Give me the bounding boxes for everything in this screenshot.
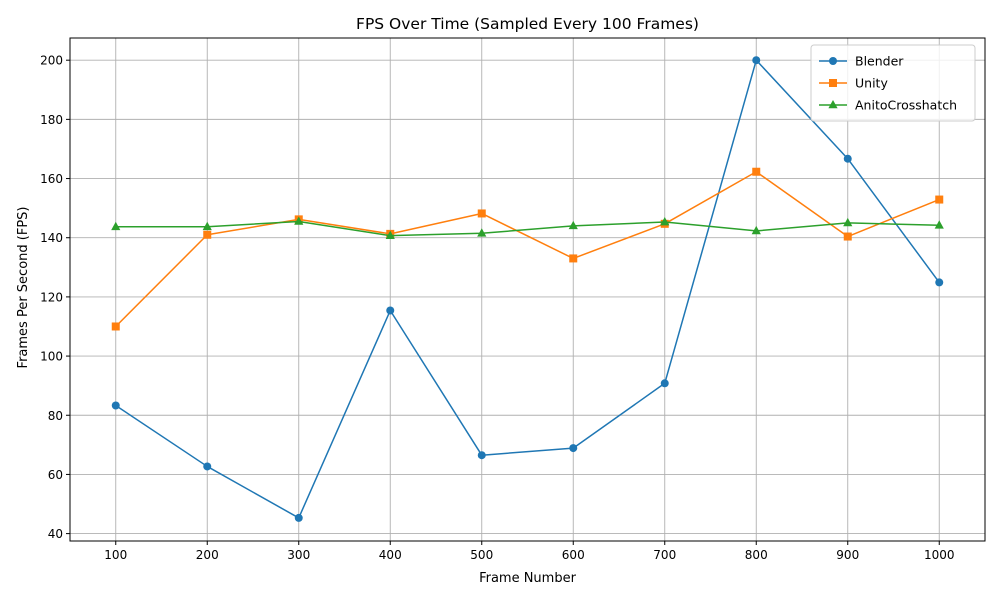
x-tick-label: 300 xyxy=(287,548,310,562)
y-tick-label: 140 xyxy=(40,231,63,245)
series-anitocrosshatch xyxy=(111,216,944,239)
x-tick-label: 200 xyxy=(196,548,219,562)
data-point-unity xyxy=(935,195,944,204)
data-point-anitocrosshatch xyxy=(477,228,487,237)
data-point-blender xyxy=(386,306,395,315)
y-tick-label: 180 xyxy=(40,113,63,127)
data-point-blender xyxy=(843,154,852,163)
legend: Blender Unity AnitoCrosshatch xyxy=(810,44,976,122)
y-tick-label: 80 xyxy=(48,409,63,423)
data-point-unity xyxy=(843,232,852,241)
data-point-anitocrosshatch xyxy=(111,221,121,231)
plot-frame xyxy=(69,37,986,542)
data-point-blender xyxy=(569,444,578,453)
data-point-anitocrosshatch xyxy=(385,230,395,239)
data-point-unity xyxy=(752,167,761,176)
series-line-anitocrosshatch xyxy=(115,220,940,237)
series-line-blender xyxy=(115,59,940,519)
y-tick-label: 40 xyxy=(48,527,63,541)
data-point-blender xyxy=(935,278,944,287)
y-tick-label: 160 xyxy=(40,172,63,186)
x-tick-label: 800 xyxy=(745,548,768,562)
data-point-anitocrosshatch xyxy=(934,220,944,229)
x-tick-label: 500 xyxy=(470,548,493,562)
data-point-anitocrosshatch xyxy=(843,217,853,227)
legend-label-anitocrosshatch: AnitoCrosshatch xyxy=(855,98,957,113)
data-point-blender xyxy=(111,401,120,410)
data-point-blender xyxy=(203,462,212,471)
data-point-anitocrosshatch xyxy=(751,225,761,235)
tick-layer: 100 200 300 400 500 600 700 800 900 1000 40 60 80 100… xyxy=(40,54,954,562)
series-unity xyxy=(111,167,944,331)
data-point-blender xyxy=(294,513,303,522)
data-point-blender xyxy=(752,56,761,65)
y-tick-label: 200 xyxy=(40,54,63,68)
data-point-unity xyxy=(569,254,578,263)
legend-marker-anitocrosshatch xyxy=(828,100,838,109)
x-tick-label: 1000 xyxy=(924,548,955,562)
legend-label-unity: Unity xyxy=(855,76,888,91)
x-axis-label: Frame Number xyxy=(479,571,577,586)
chart-title: FPS Over Time (Sampled Every 100 Frames) xyxy=(356,15,699,33)
y-tick-label: 120 xyxy=(40,290,63,304)
series-line-unity xyxy=(115,170,940,328)
y-tick-label: 100 xyxy=(40,350,63,364)
x-tick-label: 900 xyxy=(836,548,859,562)
x-tick-label: 400 xyxy=(379,548,402,562)
legend-marker-blender xyxy=(829,57,837,65)
data-point-unity xyxy=(111,322,120,331)
legend-label-blender: Blender xyxy=(855,54,904,69)
legend-box xyxy=(810,44,976,122)
x-tick-label: 100 xyxy=(104,548,127,562)
data-point-unity xyxy=(477,209,486,218)
data-point-anitocrosshatch xyxy=(568,220,578,230)
data-point-blender xyxy=(660,379,669,388)
series-blender xyxy=(111,56,944,522)
x-tick-label: 700 xyxy=(653,548,676,562)
data-point-blender xyxy=(477,451,486,460)
legend-marker-unity xyxy=(829,79,837,87)
y-tick-label: 60 xyxy=(48,468,63,482)
x-tick-label: 600 xyxy=(562,548,585,562)
data-point-anitocrosshatch xyxy=(294,216,304,225)
y-axis-label: Frames Per Second (FPS) xyxy=(16,207,31,369)
data-point-anitocrosshatch xyxy=(660,217,670,226)
data-point-anitocrosshatch xyxy=(202,221,212,231)
series-layer xyxy=(111,56,944,522)
data-point-unity xyxy=(203,230,212,239)
